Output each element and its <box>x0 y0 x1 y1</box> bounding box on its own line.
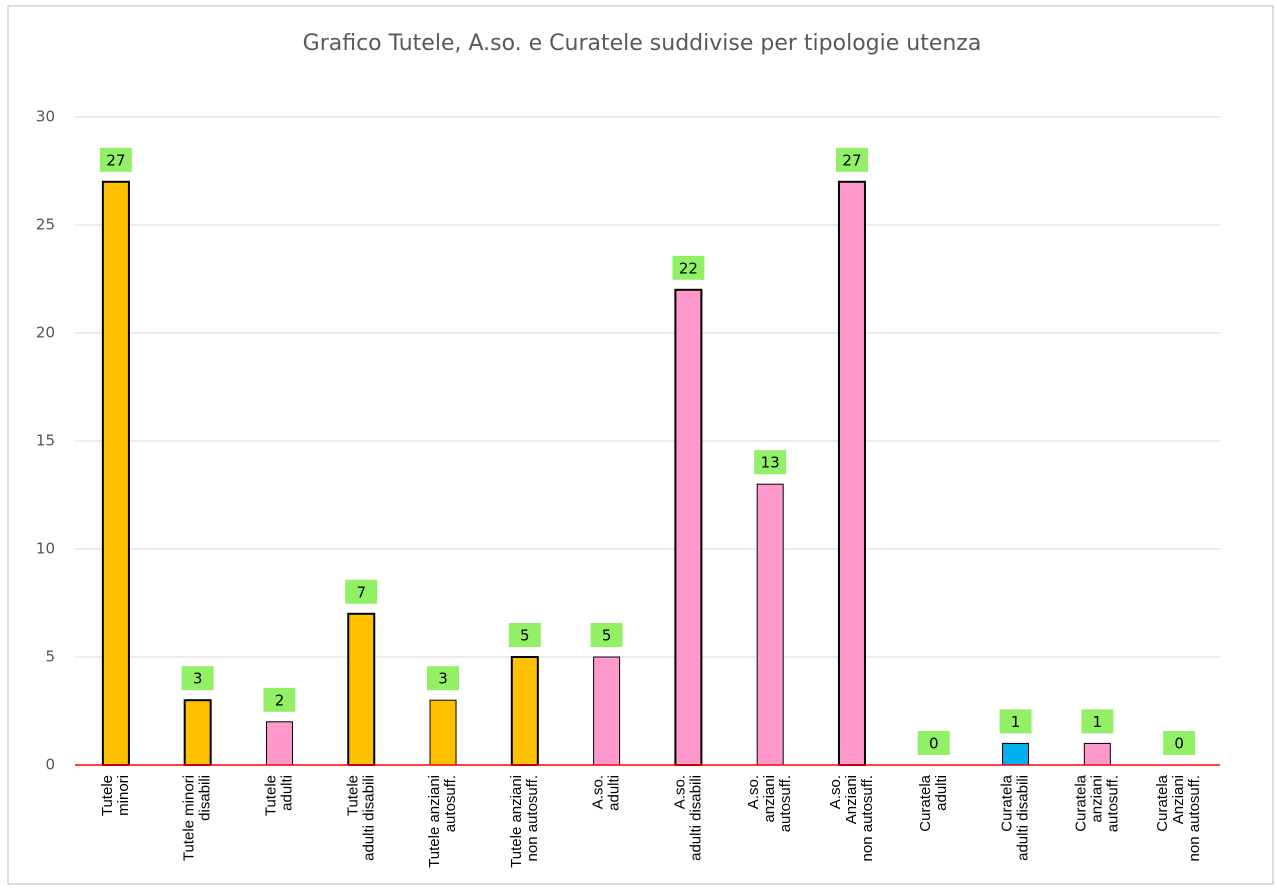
x-tick-label: Tutele minoridisabili <box>181 775 214 861</box>
x-tick-label: Tutele anzianinon autosuff. <box>508 775 541 868</box>
data-label-box <box>1081 709 1114 734</box>
x-tick-label: Curatelaanzianiautosuff. <box>1072 774 1121 832</box>
bar <box>101 180 130 767</box>
y-tick-label: 15 <box>36 432 55 450</box>
bar <box>347 612 376 766</box>
data-label-box <box>999 709 1032 734</box>
data-label-box <box>345 579 378 604</box>
y-tick-label: 0 <box>45 756 55 774</box>
data-label: 0 <box>1174 735 1184 753</box>
data-label-box <box>508 623 541 647</box>
bar <box>1002 742 1030 766</box>
bar <box>1083 742 1111 766</box>
data-label-box <box>181 666 214 691</box>
data-label: 27 <box>842 151 861 169</box>
data-label: 2 <box>275 691 285 709</box>
data-label: 27 <box>106 151 125 169</box>
bar <box>837 180 866 767</box>
data-label-box <box>263 687 296 712</box>
data-label-box <box>427 666 460 691</box>
data-label-box <box>754 450 787 475</box>
data-label-box <box>835 147 868 172</box>
data-label: 5 <box>602 627 612 645</box>
x-tick-label: A.so.adulti disabili <box>671 775 704 861</box>
data-label: 0 <box>929 735 939 753</box>
x-tick-label: A.so.adulti <box>590 775 623 811</box>
data-label-box <box>672 255 705 280</box>
x-tick-label: Tutele anzianiautosuff. <box>426 775 459 868</box>
x-tick-label: A.so.anzianiautosuff. <box>745 775 794 832</box>
y-tick-label: 10 <box>36 540 55 558</box>
bar <box>183 699 212 767</box>
x-tick-label: A.so.Anzianinon autosuff. <box>827 775 876 861</box>
chart-frame <box>7 5 1274 885</box>
x-tick-label: Tuteleadulti <box>262 775 295 816</box>
y-tick-label: 25 <box>36 216 55 234</box>
data-label: 3 <box>193 670 203 688</box>
x-tick-label: CuratelaAnzianinon autosuff. <box>1154 774 1203 861</box>
y-tick-label: 5 <box>45 648 55 666</box>
bar <box>756 483 784 766</box>
data-label: 3 <box>438 670 448 688</box>
data-label-box <box>1163 731 1196 755</box>
data-label-box <box>917 731 950 755</box>
bar <box>429 699 457 766</box>
y-tick-label: 20 <box>36 324 55 342</box>
bar <box>265 721 293 766</box>
data-label: 13 <box>761 454 780 472</box>
data-label: 1 <box>1011 713 1021 731</box>
bar <box>510 656 539 766</box>
x-tick-label: Tuteleadulti disabili <box>344 775 377 861</box>
x-tick-label: Curatelaadulti disabili <box>999 774 1032 861</box>
bar <box>674 288 703 766</box>
data-label: 1 <box>1093 713 1103 731</box>
data-label: 7 <box>356 583 366 601</box>
data-label-box <box>99 147 132 172</box>
data-label-box <box>590 623 623 647</box>
x-tick-label: Curatelaadulti <box>917 774 950 831</box>
data-label: 22 <box>679 259 698 277</box>
bar <box>593 656 621 766</box>
x-tick-label: Tuteleminori <box>99 775 132 816</box>
chart-title: Grafico Tutele, A.so. e Curatele suddivi… <box>303 31 982 56</box>
y-tick-label: 30 <box>36 108 55 126</box>
data-label: 5 <box>520 627 530 645</box>
